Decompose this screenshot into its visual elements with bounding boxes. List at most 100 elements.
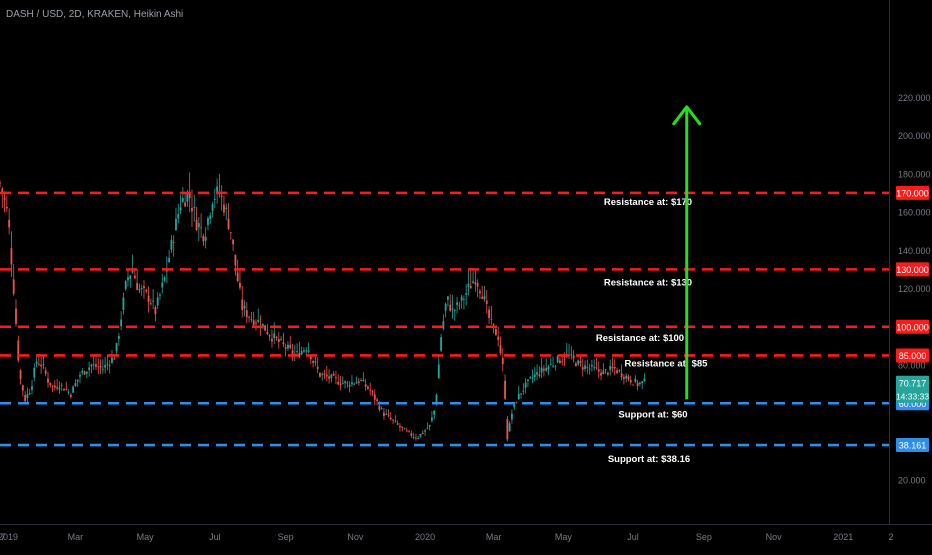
candle-body — [168, 257, 171, 262]
candle-body — [156, 297, 159, 306]
candle-body — [252, 320, 255, 326]
candle-body — [99, 366, 102, 368]
candle-body — [600, 372, 602, 376]
candle-body — [264, 325, 267, 331]
candle-body — [42, 364, 45, 366]
candle-body — [227, 218, 230, 230]
time-tick-label: Nov — [766, 532, 783, 542]
candle-body — [216, 186, 219, 192]
candle-body — [609, 366, 612, 370]
candle-body — [524, 382, 527, 388]
candle-body — [453, 310, 456, 312]
candle-body — [360, 380, 362, 381]
price-tick-label: 140.000 — [898, 246, 931, 256]
candle-body — [501, 357, 504, 365]
price-tick-label: 200.000 — [898, 131, 931, 141]
candle-body — [53, 385, 56, 388]
symbol-title: DASH / USD, 2D, KRAKEN, Heikin Ashi — [6, 9, 184, 20]
candle-body — [638, 382, 641, 385]
candle-body — [568, 354, 570, 356]
candle-body — [328, 376, 330, 379]
candle-body — [634, 378, 637, 382]
candle-body — [232, 239, 235, 245]
candle-body — [170, 239, 173, 250]
candle-body — [554, 366, 557, 368]
candle-body — [243, 305, 246, 309]
candle-body — [561, 361, 564, 362]
support-price-tag — [896, 438, 929, 453]
candle-body — [145, 290, 148, 292]
time-tick-label: Jul — [627, 532, 639, 542]
candle-body — [5, 206, 8, 209]
candle-body — [10, 248, 13, 265]
candle-body — [586, 366, 589, 368]
candle-body — [213, 199, 216, 200]
candle-body — [511, 413, 513, 420]
candle-body — [161, 282, 164, 288]
candle-body — [106, 363, 109, 365]
resistance-label: Resistance at: $85 — [625, 358, 709, 369]
candle-body — [357, 381, 360, 383]
candle-body — [56, 387, 59, 389]
candle-body — [490, 318, 493, 320]
time-tick-label: Sep — [278, 532, 294, 542]
candle-body — [426, 428, 429, 430]
candle-body — [140, 288, 143, 290]
candle-body — [15, 308, 17, 324]
candle-body — [499, 345, 502, 354]
candle-body — [159, 294, 161, 296]
candle-body — [58, 387, 61, 390]
candle-body — [236, 272, 239, 282]
candle-body — [385, 414, 388, 415]
candle-body — [547, 366, 550, 369]
candle-body — [460, 296, 463, 301]
candle-body — [188, 194, 191, 199]
candle-body — [611, 366, 614, 369]
candle-body — [307, 350, 310, 352]
candle-body — [362, 379, 365, 382]
candle-body — [179, 207, 182, 211]
candle-body — [277, 339, 280, 343]
candle-body — [629, 379, 632, 383]
candle-body — [113, 358, 116, 360]
resistance-label: Resistance at: $170 — [604, 197, 692, 208]
candle-body — [415, 437, 417, 439]
candle-body — [289, 344, 292, 348]
candle-body — [305, 350, 308, 352]
candle-body — [225, 207, 228, 209]
candle-body — [595, 367, 598, 369]
candle-body — [447, 296, 449, 300]
candle-body — [485, 300, 488, 304]
candle-body — [597, 369, 600, 372]
price-tick-label: 160.000 — [898, 208, 931, 218]
candle-body — [37, 364, 40, 365]
candle-body — [444, 303, 447, 311]
candle-body — [513, 402, 516, 408]
current-price-tag — [896, 375, 929, 403]
candle-body — [248, 316, 251, 318]
candle-body — [197, 223, 200, 228]
candle-body — [319, 372, 321, 377]
time-tick-label: 2019 — [0, 532, 18, 542]
candle-body — [364, 384, 367, 387]
candle-body — [428, 425, 431, 427]
candle-body — [60, 384, 63, 386]
candle-body — [12, 279, 15, 294]
candle-body — [74, 383, 77, 387]
candle-body — [129, 275, 132, 279]
candle-body — [417, 437, 420, 439]
candle-body — [273, 333, 276, 339]
candle-body — [371, 390, 374, 392]
time-tick-label: 2020 — [415, 532, 435, 542]
candle-body — [545, 368, 548, 371]
target-arrow-head[interactable] — [672, 105, 702, 126]
resistance-label: Resistance at: $100 — [596, 333, 684, 344]
candle-body — [463, 299, 465, 301]
candle-body — [622, 377, 625, 380]
candle-body — [483, 296, 486, 300]
candle-body — [373, 394, 376, 400]
candle-body — [584, 365, 586, 369]
